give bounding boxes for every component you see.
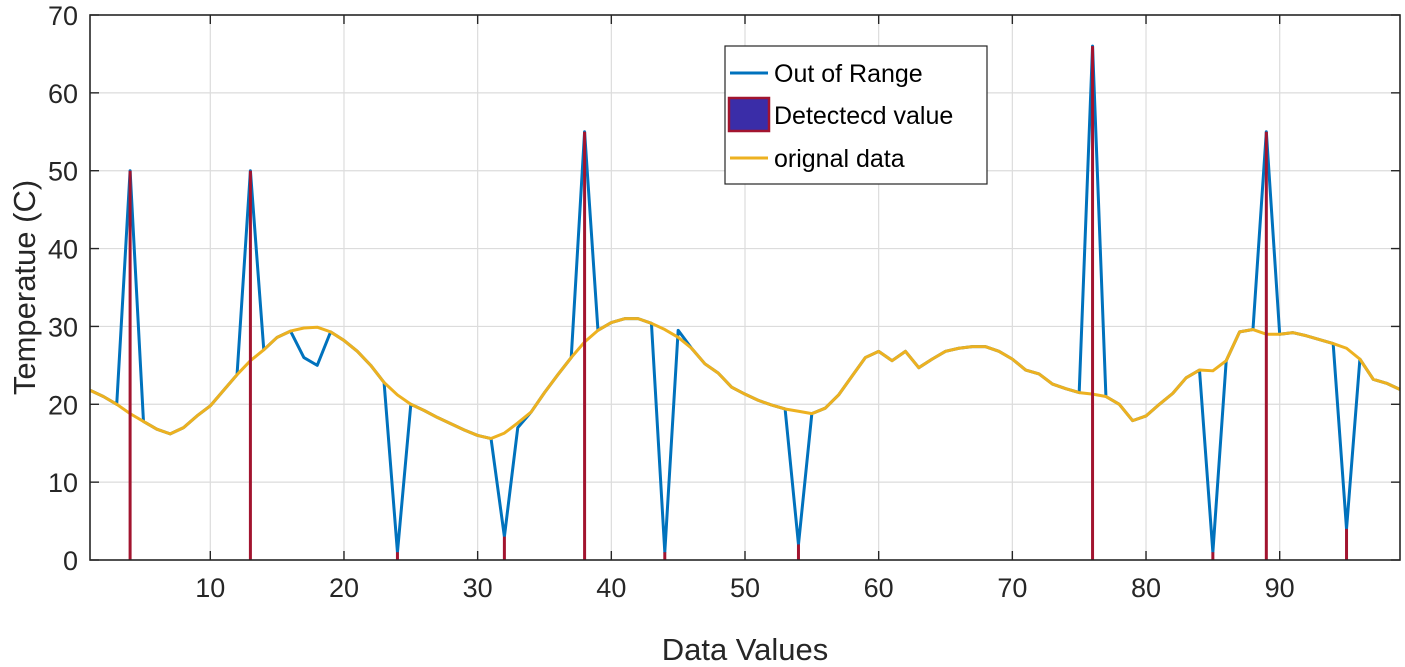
x-tick-label: 30 — [463, 573, 493, 603]
y-tick-label: 60 — [48, 79, 78, 109]
y-tick-label: 20 — [48, 390, 78, 420]
x-tick-label: 40 — [596, 573, 626, 603]
y-tick-label: 10 — [48, 468, 78, 498]
legend-label-original-data: orignal data — [774, 145, 905, 173]
series-line-orignal-data — [89, 317, 1401, 441]
x-tick-label: 90 — [1265, 573, 1295, 603]
y-tick-label: 0 — [63, 546, 78, 576]
y-tick-label: 50 — [48, 157, 78, 187]
x-tick-label: 10 — [195, 573, 225, 603]
x-tick-label: 20 — [329, 573, 359, 603]
legend-patch-detected-value — [727, 96, 771, 133]
legend-label-detected-value: Detectecd value — [774, 102, 953, 130]
y-axis-label: Temperatue (C) — [7, 180, 42, 395]
ticks — [90, 14, 1400, 561]
x-tick-label: 60 — [864, 573, 894, 603]
y-tick-label: 70 — [48, 1, 78, 31]
legend-label-out-of-range: Out of Range — [774, 60, 923, 88]
x-tick-label: 80 — [1131, 573, 1161, 603]
x-tick-label: 50 — [730, 573, 760, 603]
tick-labels: 10 20 30 40 50 60 70 80 90 0 10 20 30 40 50 60 70 — [48, 1, 1295, 603]
series-orignal-data — [89, 317, 1401, 441]
x-axis-label: Data Values — [662, 632, 829, 667]
legend[interactable]: Out of Range Detectecd value orignal dat… — [724, 45, 988, 185]
y-tick-label: 40 — [48, 235, 78, 265]
series-layer — [89, 44, 1401, 560]
x-tick-label: 70 — [997, 573, 1027, 603]
y-tick-label: 30 — [48, 312, 78, 342]
series-detectecd-value — [128, 46, 1349, 560]
